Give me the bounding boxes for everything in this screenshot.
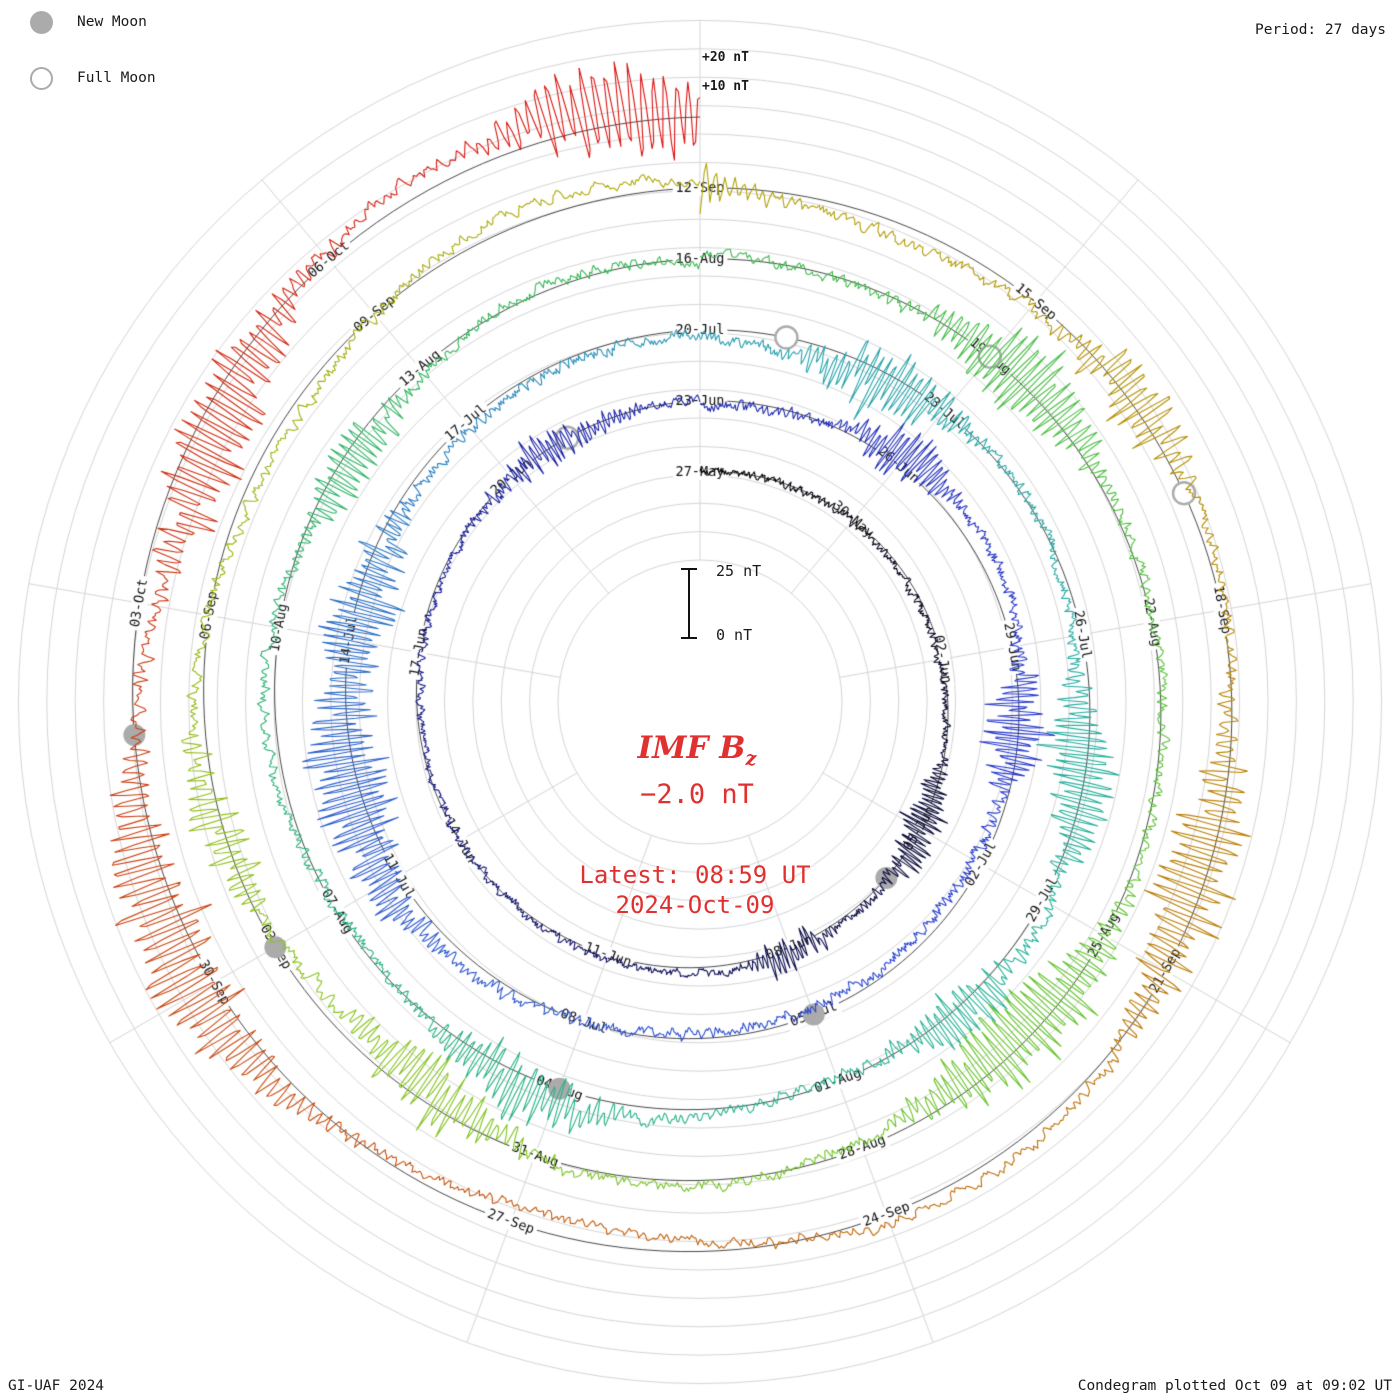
moon-legend: New Moon Full Moon	[30, 8, 156, 120]
grid-label-plus10: +10 nT	[702, 79, 749, 94]
full-moon-icon	[30, 66, 53, 90]
center-title-main: IMF B	[637, 730, 746, 766]
credit-label: GI-UAF 2024	[8, 1378, 105, 1394]
current-value: −2.0 nT	[640, 779, 754, 810]
scale-bar-min-label: 0 nT	[716, 626, 753, 644]
legend-full-moon: Full Moon	[30, 64, 156, 92]
latest-time: Latest: 08:59 UT	[579, 861, 811, 889]
period-label: Period: 27 days	[1255, 22, 1386, 38]
center-title: IMF Bz	[0, 730, 1394, 770]
radial-scale-bar: 25 nT 0 nT	[680, 562, 800, 646]
scale-bar-bottom-cap	[681, 637, 697, 639]
new-moon-icon	[30, 10, 53, 34]
legend-new-moon: New Moon	[30, 8, 156, 36]
latest-date: 2024-Oct-09	[615, 891, 775, 919]
new-moon-label: New Moon	[77, 14, 147, 30]
scale-bar-max-label: 25 nT	[716, 562, 762, 580]
center-title-subscript: z	[745, 747, 757, 771]
plotted-label: Condegram plotted Oct 09 at 09:02 UT	[1077, 1378, 1392, 1394]
latest-readout: Latest: 08:59 UT 2024-Oct-09	[0, 860, 1390, 920]
grid-label-plus20: +20 nT	[702, 50, 749, 65]
full-moon-label: Full Moon	[77, 70, 156, 86]
scale-bar-line	[688, 568, 690, 639]
